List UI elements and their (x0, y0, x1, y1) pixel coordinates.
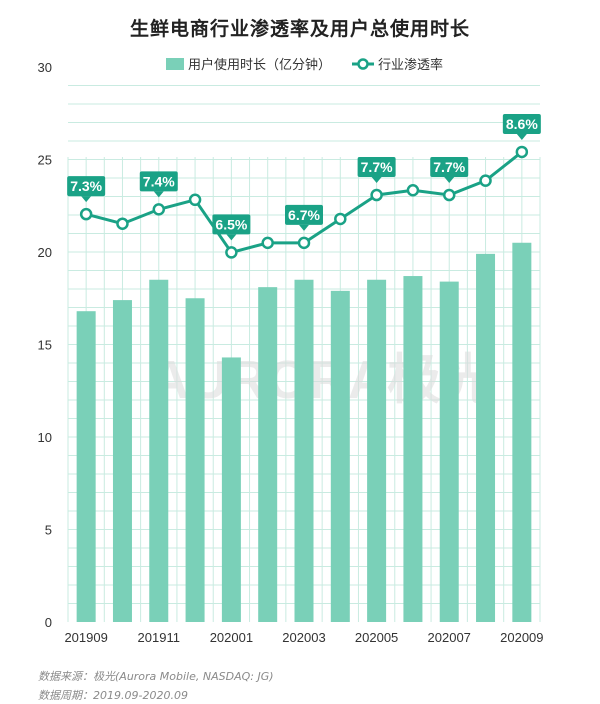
bar-202003 (294, 279, 314, 622)
data-label-pointer (299, 224, 309, 231)
x-tick-label: 202005 (355, 630, 398, 645)
data-label-text: 7.4% (143, 173, 175, 189)
watermark: AURORA极光 (150, 350, 495, 410)
bar-202007 (439, 281, 459, 622)
line-point-202005 (370, 188, 383, 202)
line-series (79, 145, 529, 259)
bar-202006 (403, 276, 423, 622)
bar-202002 (258, 287, 278, 622)
legend-line-label: 行业渗透率 (378, 57, 443, 73)
y-tick-label: 5 (45, 523, 52, 538)
data-label-text: 7.7% (433, 159, 465, 175)
data-label-text: 8.6% (506, 116, 538, 132)
line-point-201910 (116, 217, 129, 230)
legend: 用户使用时长（亿分钟） 行业渗透率 (166, 57, 443, 73)
data-label-pointer (81, 196, 92, 203)
bar-201912 (185, 298, 205, 622)
y-tick-label: 30 (38, 60, 52, 75)
chart-title: 生鲜电商行业渗透率及用户总使用时长 (129, 18, 470, 40)
bar-201909 (76, 311, 96, 622)
data-label-202005: 7.7% (357, 157, 396, 184)
bar-202009 (512, 242, 532, 622)
y-tick-label: 25 (38, 153, 52, 168)
line-point-202002 (261, 236, 274, 250)
bar-201911 (149, 279, 169, 622)
data-label-text: 6.7% (288, 207, 320, 223)
bar-series (76, 242, 532, 622)
footer-period: 数据周期：2019.09-2020.09 (38, 689, 188, 702)
line-point-202001 (225, 246, 238, 259)
data-label-pointer (516, 133, 527, 140)
x-tick-label: 202003 (282, 630, 325, 645)
y-tick-label: 15 (38, 338, 52, 353)
x-tick-label: 202009 (500, 630, 543, 645)
data-label-box (357, 157, 396, 178)
line-point-202008 (479, 174, 492, 187)
line-point-202006 (406, 183, 420, 197)
data-label-text: 7.7% (361, 159, 393, 175)
data-label-box (430, 157, 469, 178)
bar-202005 (367, 279, 387, 622)
bar-202001 (221, 357, 241, 622)
bar-202008 (476, 253, 496, 622)
data-label-text: 6.5% (215, 216, 247, 232)
data-label-202003: 6.7% (285, 204, 323, 231)
watermark-text: AURORA极光 (150, 350, 495, 410)
data-label-box (502, 113, 541, 134)
line-point-202007 (442, 188, 456, 202)
data-label-201911: 7.4% (139, 171, 178, 198)
data-label-201909: 7.3% (67, 176, 106, 203)
data-label-pointer (371, 177, 382, 184)
y-tick-label: 0 (45, 615, 52, 630)
data-label-pointer (226, 234, 237, 241)
x-tick-label: 201909 (64, 630, 107, 645)
legend-bar-swatch (166, 58, 184, 70)
line-point-201909 (79, 207, 93, 221)
data-label-pointer (153, 191, 164, 198)
y-tick-label: 20 (38, 245, 52, 260)
data-label-202007: 7.7% (430, 157, 469, 184)
line-point-202004 (334, 212, 347, 226)
bar-202004 (330, 290, 350, 622)
line-point-202009 (515, 145, 529, 159)
bar-201910 (112, 300, 132, 622)
data-label-text: 7.3% (70, 178, 102, 194)
line-point-202003 (297, 236, 311, 250)
data-label-202009: 8.6% (502, 113, 541, 140)
data-label-box (285, 204, 323, 225)
footer-source: 数据来源：极光(Aurora Mobile, NASDAQ: JG) (38, 670, 274, 683)
x-tick-label: 202007 (428, 630, 471, 645)
y-tick-label: 10 (38, 430, 52, 445)
data-label-box (67, 176, 106, 197)
data-label-box (212, 214, 251, 235)
x-tick-label: 202001 (210, 630, 253, 645)
data-label-202001: 6.5% (212, 214, 251, 241)
data-labels: 7.3% 7.4% 6.5% 6.7% 7.7% 7.7% 8.6% (67, 113, 541, 241)
x-axis: 201909 201911 202001 202003 202005 202007 2020… (64, 630, 543, 645)
x-tick-label: 201911 (138, 630, 180, 645)
y-axis: 0 5 10 15 20 25 30 (38, 60, 52, 630)
data-label-box (139, 171, 178, 192)
line-point-201912 (188, 193, 202, 207)
legend-bar-label: 用户使用时长（亿分钟） (188, 57, 331, 73)
data-label-pointer (444, 177, 455, 184)
line-point-201911 (152, 203, 166, 216)
legend-line-marker (357, 58, 369, 70)
